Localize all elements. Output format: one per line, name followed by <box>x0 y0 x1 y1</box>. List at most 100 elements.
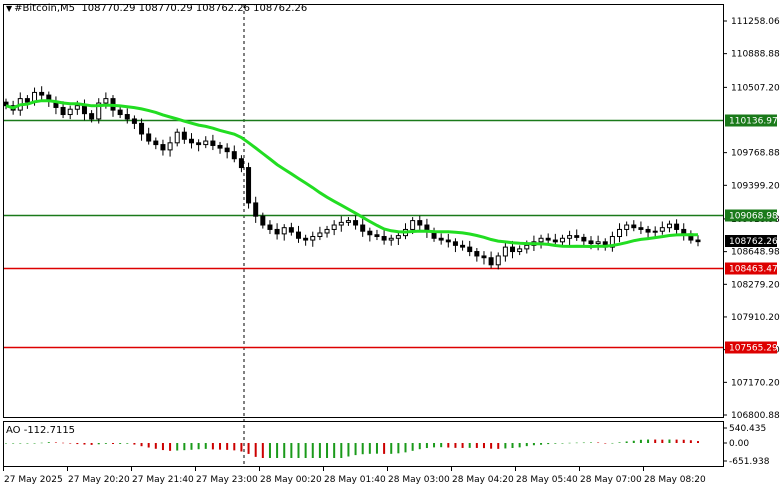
price-tick-label: 110507.20 <box>731 83 780 93</box>
candle-body <box>567 235 573 239</box>
ao-bar <box>97 443 100 445</box>
candle-body <box>217 144 223 149</box>
ao-bar <box>12 443 15 444</box>
candle-body <box>231 151 237 160</box>
ao-bar <box>204 443 207 449</box>
price-tick-label: 109399.20 <box>731 181 780 191</box>
ao-bar <box>540 443 543 445</box>
ao-bar <box>454 443 457 448</box>
level-price-box <box>725 341 777 354</box>
candle-body <box>39 91 45 96</box>
candle-body <box>181 131 187 140</box>
ao-tick-label: 0.00 <box>729 439 749 449</box>
current-price-box <box>725 235 777 247</box>
level-price-label: 110136.97 <box>729 117 778 127</box>
ao-bar <box>69 443 72 444</box>
price-tick-label: 108279.20 <box>731 280 780 290</box>
ao-bar <box>161 443 164 451</box>
candle-body <box>246 167 252 204</box>
ao-bar <box>261 443 264 458</box>
candle-body <box>167 142 173 151</box>
candle-body <box>552 239 558 243</box>
ao-bar <box>347 443 350 457</box>
candle-body <box>253 202 259 217</box>
candle-body <box>60 106 66 116</box>
ao-bar <box>326 443 329 458</box>
ao-bar <box>233 443 236 451</box>
level-price-label: 109068.98 <box>729 212 778 222</box>
time-tick-label: 28 May 01:40 <box>324 475 386 485</box>
ao-bar <box>247 443 250 454</box>
candle-body <box>188 138 194 144</box>
candle-body <box>609 236 615 248</box>
ohlc-values: 108770.29 108770.29 108762.26 108762.26 <box>81 3 308 14</box>
time-tick-label: 28 May 03:00 <box>388 475 450 485</box>
ao-bar <box>375 443 378 454</box>
candle-body <box>524 244 530 250</box>
ao-bar <box>475 443 478 448</box>
candle-body <box>210 140 216 146</box>
ao-bar <box>639 439 642 443</box>
candle-body <box>74 105 80 110</box>
candle-body <box>417 220 423 226</box>
ao-bar <box>47 442 50 443</box>
ao-bar <box>104 443 107 444</box>
ao-bar <box>632 440 635 443</box>
ao-bar <box>561 443 564 444</box>
ao-bar <box>126 443 129 444</box>
ao-bar <box>147 443 150 448</box>
symbol-label: #Bitcoin,M5 <box>14 3 75 14</box>
chart-header: ▼ #Bitcoin,M5 108770.29 108770.29 108762.… <box>6 3 307 14</box>
time-tick-label: 28 May 04:20 <box>452 475 514 485</box>
ao-bar <box>575 442 578 444</box>
candle-body <box>89 113 95 120</box>
ao-bar <box>647 439 650 443</box>
ao-bar <box>661 439 664 443</box>
ao-bar <box>668 439 671 443</box>
candle-body <box>139 122 145 135</box>
ao-bar <box>490 443 493 449</box>
ao-bar <box>497 443 500 449</box>
ao-bar <box>625 441 628 443</box>
ao-bar <box>90 443 93 445</box>
ao-axis: 540.435 0.00 -651.938 <box>724 424 770 467</box>
candle-body <box>574 235 580 238</box>
ao-bar <box>482 443 485 449</box>
candle-body <box>481 255 487 259</box>
ao-bar <box>119 443 122 444</box>
ao-bar <box>418 443 421 450</box>
ao-bar <box>589 442 592 443</box>
ao-bar <box>211 443 214 450</box>
current-price-label: 108762.26 <box>729 237 778 247</box>
level-price-label: 108463.47 <box>729 265 778 275</box>
ao-bar <box>433 443 436 448</box>
ao-bar <box>618 442 621 443</box>
candle-body <box>288 227 294 233</box>
ao-bar <box>297 443 300 458</box>
candle-body <box>124 114 130 120</box>
time-tick-label: 28 May 07:00 <box>580 475 642 485</box>
ao-histogram <box>5 439 699 458</box>
time-tick-label: 27 May 20:20 <box>68 475 130 485</box>
candle-body <box>617 228 623 238</box>
ao-bar <box>183 443 186 451</box>
ao-bar <box>268 443 271 458</box>
candle-body <box>103 98 109 104</box>
ao-bar <box>582 442 585 444</box>
collapse-arrow-icon[interactable]: ▼ <box>6 4 13 13</box>
candle-body <box>203 140 209 146</box>
price-tick-label: 109768.88 <box>731 149 780 159</box>
candle-body <box>460 244 466 248</box>
candle-body <box>645 228 651 233</box>
candle-body <box>395 235 401 239</box>
ao-bar <box>604 443 607 444</box>
main-chart-frame <box>3 4 724 418</box>
candle-body <box>303 237 309 241</box>
candle-body <box>360 224 366 232</box>
ao-bar <box>383 443 386 454</box>
ao-bar <box>675 439 678 443</box>
ao-bar <box>568 442 571 444</box>
candle-body <box>388 237 394 241</box>
candle-body <box>153 140 159 146</box>
